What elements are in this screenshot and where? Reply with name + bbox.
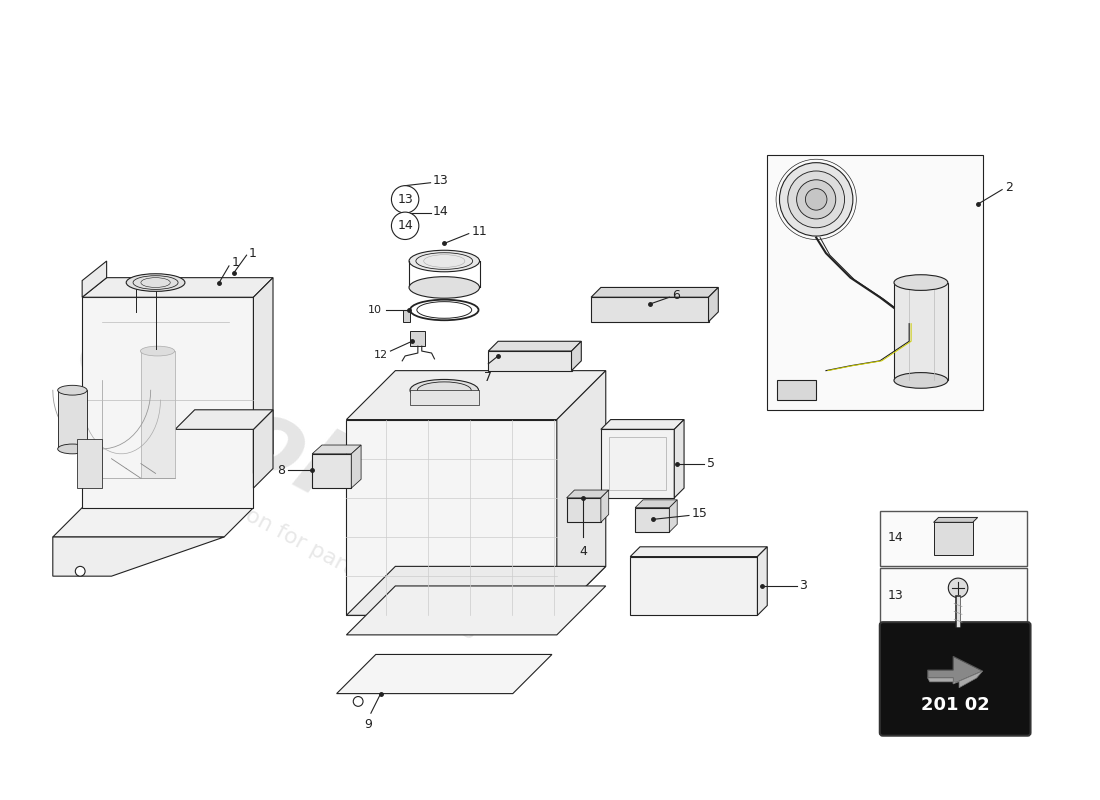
Polygon shape <box>635 500 678 508</box>
Polygon shape <box>670 500 678 532</box>
Text: 13: 13 <box>432 174 449 187</box>
Polygon shape <box>591 287 718 298</box>
Text: 15: 15 <box>692 507 707 520</box>
Polygon shape <box>410 390 478 405</box>
FancyBboxPatch shape <box>767 155 982 410</box>
Text: euroParts: euroParts <box>59 302 574 634</box>
Polygon shape <box>601 419 684 430</box>
Polygon shape <box>346 566 606 615</box>
FancyBboxPatch shape <box>880 510 1026 566</box>
Polygon shape <box>894 282 948 381</box>
Circle shape <box>392 212 419 239</box>
Ellipse shape <box>805 189 827 210</box>
Polygon shape <box>488 342 581 351</box>
Ellipse shape <box>894 274 948 290</box>
Polygon shape <box>82 278 273 298</box>
Polygon shape <box>591 298 708 322</box>
Polygon shape <box>410 331 425 346</box>
Text: 1: 1 <box>249 246 256 260</box>
Ellipse shape <box>780 162 852 236</box>
Polygon shape <box>346 419 557 615</box>
Circle shape <box>392 186 419 213</box>
Text: 5: 5 <box>706 457 715 470</box>
Polygon shape <box>674 419 684 498</box>
Polygon shape <box>927 671 982 688</box>
Text: 14: 14 <box>888 531 903 545</box>
Polygon shape <box>934 518 978 522</box>
Polygon shape <box>566 498 601 522</box>
Text: 10: 10 <box>367 305 382 315</box>
Polygon shape <box>927 657 982 684</box>
Circle shape <box>948 578 968 598</box>
Polygon shape <box>758 547 767 615</box>
Polygon shape <box>175 410 273 430</box>
Polygon shape <box>82 298 253 508</box>
Circle shape <box>353 697 363 706</box>
Polygon shape <box>635 508 670 532</box>
Ellipse shape <box>409 250 480 272</box>
Text: 2: 2 <box>1005 181 1013 194</box>
Ellipse shape <box>894 373 948 388</box>
Polygon shape <box>253 278 273 474</box>
Polygon shape <box>404 310 410 322</box>
Ellipse shape <box>141 346 175 356</box>
Text: 9: 9 <box>364 718 372 731</box>
Text: 8: 8 <box>277 464 285 477</box>
Text: 14: 14 <box>397 219 412 232</box>
Text: 201 02: 201 02 <box>921 696 990 714</box>
Ellipse shape <box>57 444 87 454</box>
Polygon shape <box>557 370 606 615</box>
Text: 13: 13 <box>397 193 412 206</box>
Ellipse shape <box>788 171 845 228</box>
Polygon shape <box>337 654 552 694</box>
Text: 12: 12 <box>373 350 387 360</box>
Text: 13: 13 <box>888 590 903 602</box>
Ellipse shape <box>796 180 836 219</box>
Polygon shape <box>253 410 273 488</box>
Polygon shape <box>351 445 361 488</box>
Polygon shape <box>934 522 972 554</box>
Text: 14: 14 <box>432 205 449 218</box>
Text: 6: 6 <box>672 289 680 302</box>
Polygon shape <box>77 439 101 488</box>
Polygon shape <box>566 490 608 498</box>
Polygon shape <box>488 351 572 370</box>
Polygon shape <box>82 261 107 298</box>
Text: a passion for parts since 1985: a passion for parts since 1985 <box>174 469 481 645</box>
Ellipse shape <box>57 386 87 395</box>
Polygon shape <box>53 508 253 537</box>
Ellipse shape <box>409 277 480 298</box>
Polygon shape <box>141 351 175 478</box>
Polygon shape <box>777 381 816 400</box>
Text: 3: 3 <box>800 579 807 593</box>
Polygon shape <box>346 370 606 419</box>
Polygon shape <box>57 390 87 449</box>
Text: 1: 1 <box>232 257 240 270</box>
Polygon shape <box>346 586 606 635</box>
Text: 4: 4 <box>580 545 587 558</box>
Polygon shape <box>53 537 224 576</box>
Polygon shape <box>630 547 767 557</box>
Polygon shape <box>312 445 361 454</box>
FancyBboxPatch shape <box>880 622 1031 736</box>
FancyBboxPatch shape <box>880 568 1026 624</box>
Polygon shape <box>601 490 608 522</box>
Polygon shape <box>630 557 758 615</box>
Polygon shape <box>601 430 674 498</box>
Text: 11: 11 <box>472 225 487 238</box>
Text: 7: 7 <box>484 370 493 384</box>
Ellipse shape <box>410 379 478 401</box>
Ellipse shape <box>126 274 185 291</box>
Polygon shape <box>312 454 351 488</box>
Polygon shape <box>572 342 581 370</box>
Circle shape <box>75 566 85 576</box>
Polygon shape <box>708 287 718 322</box>
